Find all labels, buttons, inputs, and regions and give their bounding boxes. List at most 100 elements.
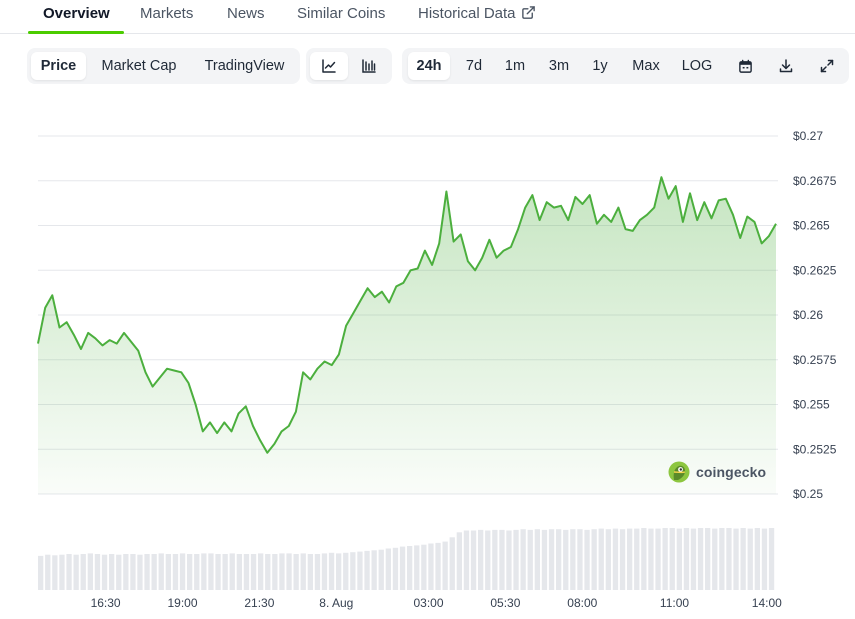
tab-markets[interactable]: Markets [140,5,194,22]
x-tick-label: 08:00 [567,596,597,610]
volume-bar [534,529,540,590]
volume-bar [187,554,193,590]
volume-bar [485,530,491,590]
x-tick-label: 8. Aug [319,596,353,610]
volume-bar [407,546,413,590]
volume-bar [158,553,164,590]
line-chart-icon [322,59,336,73]
y-tick-label: $0.2525 [793,442,837,456]
volume-bar [591,529,597,590]
volume-bar [80,554,86,590]
top-tab-bar: Overview Markets News Similar Coins Hist… [0,0,855,34]
volume-bar [371,550,377,590]
y-tick-label: $0.25 [793,487,823,501]
tab-similar-coins[interactable]: Similar Coins [297,5,386,22]
volume-bar [215,554,221,590]
price-chart[interactable]: $0.27 $0.2675 $0.265 $0.2625 $0.26 $0.2575 $0.… [0,100,855,619]
volume-bar [648,528,654,590]
volume-bar [350,552,356,590]
volume-bar [293,554,299,590]
volume-bar [435,542,441,590]
line-chart-button[interactable] [310,52,348,80]
volume-bar [94,554,101,590]
fullscreen-button[interactable] [812,52,842,80]
volume-bar [321,553,328,590]
volume-bar [300,553,306,590]
volume-bar [194,554,200,590]
volume-bar [499,529,505,590]
volume-bar [541,529,548,590]
volume-bar [286,553,292,590]
volume-bar [548,529,555,590]
range-1y-button[interactable]: 1y [592,58,608,74]
volume-bar [222,554,228,590]
volume-bar [492,529,498,590]
volume-bar [705,528,711,590]
tab-news[interactable]: News [227,5,265,22]
volume-bar [669,528,675,590]
y-tick-label: $0.2625 [793,263,837,277]
volume-bar [236,554,242,590]
volume-bar [478,529,484,590]
market-cap-button[interactable]: Market Cap [101,58,177,74]
volume-bar [605,529,611,590]
download-button[interactable] [771,52,801,80]
volume-bar [428,543,434,590]
volume-bar [151,554,157,590]
volume-bar [414,545,420,590]
fullscreen-icon [820,59,834,73]
volume-bar [726,528,732,590]
volume-bar [307,554,313,590]
volume-bar [250,554,257,590]
volume-bar [421,544,427,590]
price-area-fill [38,177,776,494]
volume-bar [690,528,697,590]
volume-bar [449,537,455,590]
price-button[interactable]: Price [31,52,86,80]
volume-bar [314,554,321,590]
volume-bar [59,554,65,590]
volume-bar [513,529,519,590]
tab-historical-data[interactable]: Historical Data [418,5,536,22]
chart-type-group [306,48,392,84]
candlestick-chart-button[interactable] [350,52,388,80]
log-scale-button[interactable]: LOG [681,58,713,74]
volume-bar [627,528,633,590]
range-24h-button[interactable]: 24h [408,52,450,80]
range-7d-button[interactable]: 7d [465,58,483,74]
volume-bar [272,554,278,590]
x-axis: 16:30 19:00 21:30 8. Aug 03:00 05:30 08:00 11:0… [91,596,783,610]
volume-bar [66,554,72,590]
tab-overview[interactable]: Overview [43,5,110,22]
volume-bar [754,528,760,590]
price-line [37,176,777,454]
volume-bar [73,554,79,590]
volume-bar [612,528,619,590]
volume-bar [662,528,668,590]
volume-bar [116,554,122,590]
x-tick-label: 19:00 [167,596,197,610]
volume-bar [243,554,250,590]
range-1m-button[interactable]: 1m [504,58,526,74]
volume-bar [719,528,725,590]
candlestick-chart-icon [362,59,376,73]
y-tick-label: $0.27 [793,129,823,143]
x-tick-label: 14:00 [752,596,782,610]
volume-bar [392,547,399,590]
calendar-icon [738,59,752,73]
volume-bar [470,530,477,590]
range-3m-button[interactable]: 3m [548,58,570,74]
range-max-button[interactable]: Max [632,58,660,74]
volume-bars [38,528,775,590]
external-link-icon [521,6,535,19]
x-tick-label: 11:00 [660,596,689,610]
volume-bar [165,554,171,590]
volume-bar [343,552,349,590]
tab-historical-data-label: Historical Data [418,5,516,22]
volume-bar [109,554,115,590]
x-tick-label: 16:30 [91,596,121,610]
tradingview-button[interactable]: TradingView [204,58,285,74]
y-axis: $0.27 $0.2675 $0.265 $0.2625 $0.26 $0.2575 $0.… [793,129,837,501]
x-tick-label: 05:30 [490,596,520,610]
calendar-button[interactable] [730,52,760,80]
